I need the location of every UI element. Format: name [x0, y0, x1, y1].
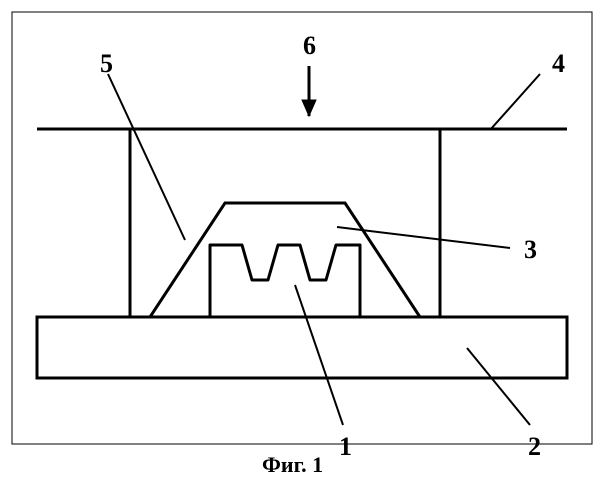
figure-caption: Фиг. 1 — [262, 452, 323, 477]
castellated-profile — [210, 245, 360, 317]
leader-l3 — [337, 227, 510, 248]
label-l3: 3 — [524, 235, 537, 264]
label-l5: 5 — [100, 49, 113, 78]
trapezoid-cover — [150, 203, 420, 317]
label-l1: 1 — [339, 432, 352, 461]
arrow-6-head — [302, 100, 316, 116]
label-l6: 6 — [303, 31, 316, 60]
leader-l2 — [467, 348, 530, 425]
base-slab — [37, 317, 567, 378]
leader-l4 — [490, 74, 540, 130]
label-l2: 2 — [528, 432, 541, 461]
leader-l1 — [295, 285, 343, 425]
label-l4: 4 — [552, 49, 565, 78]
leader-l5 — [108, 74, 185, 240]
